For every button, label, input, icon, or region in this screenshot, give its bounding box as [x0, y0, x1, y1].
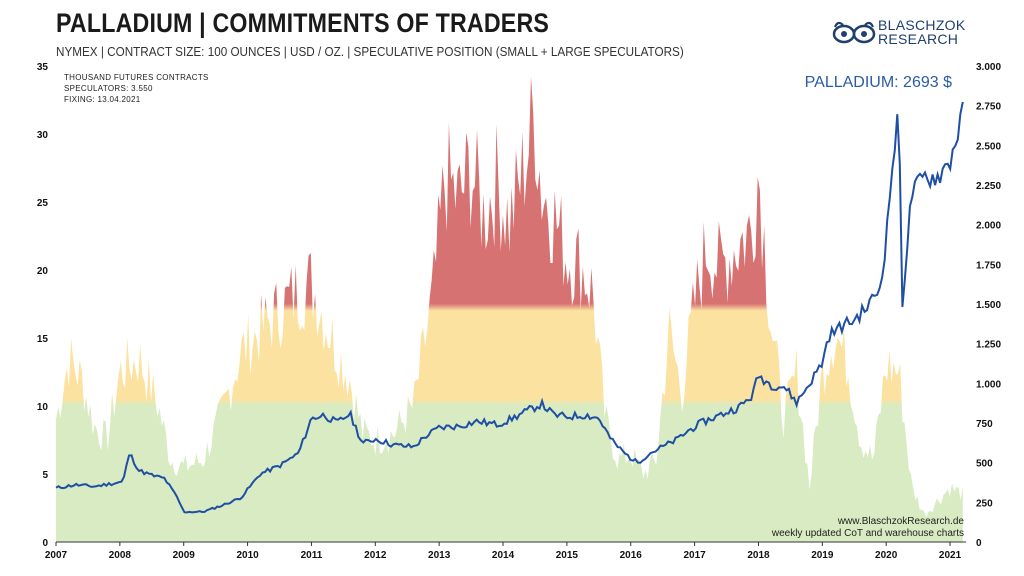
fixing-date: FIXING: 13.04.2021 [64, 95, 141, 104]
x-tick-label: 2007 [45, 550, 68, 561]
y-right-tick-label: 2.250 [976, 181, 1001, 192]
y-right-tick-label: 2.500 [976, 141, 1001, 152]
x-tick-label: 2012 [364, 550, 387, 561]
x-tick-label: 2017 [683, 550, 706, 561]
x-tick-label: 2021 [939, 550, 962, 561]
logo-line-1: BLASCHZOK [878, 17, 966, 33]
y-left-tick-label: 30 [37, 130, 49, 141]
x-tick-label: 2015 [556, 550, 579, 561]
footer-note: weekly updated CoT and warehouse charts [771, 528, 964, 539]
y-left-tick-label: 15 [37, 334, 49, 345]
logo-wordmark: BLASCHZOK RESEARCH [878, 18, 966, 46]
bull-bear-logo-icon [832, 21, 876, 44]
speculators-area [56, 76, 963, 542]
x-tick-label: 2013 [428, 550, 451, 561]
y-right-tick-label: 750 [976, 419, 993, 430]
x-tick-label: 2010 [236, 550, 259, 561]
company-logo: BLASCHZOK RESEARCH [832, 17, 972, 49]
y-right-tick-label: 500 [976, 459, 993, 470]
y-left-tick-label: 20 [37, 266, 49, 277]
y-right-tick-label: 2.000 [976, 221, 1001, 232]
x-tick-label: 2016 [620, 550, 643, 561]
website-label: www.BlaschzokResearch.de [837, 516, 964, 527]
y-left-tick-label: 25 [37, 198, 49, 209]
y-left-tick-label: 5 [42, 470, 48, 481]
x-tick-label: 2008 [109, 550, 132, 561]
chart-title: PALLADIUM | COMMITMENTS OF TRADERS [56, 8, 550, 38]
y-left-tick-label: 0 [42, 538, 48, 549]
chart-info-box: THOUSAND FUTURES CONTRACTS SPECULATORS: … [64, 72, 209, 105]
y-right-tick-label: 3.000 [976, 62, 1001, 73]
x-tick-label: 2020 [875, 550, 898, 561]
y-right-tick-label: 250 [976, 498, 993, 509]
units-label: THOUSAND FUTURES CONTRACTS [64, 73, 209, 82]
price-label: PALLADIUM: 2693 $ [804, 74, 952, 91]
y-right-tick-label: 0 [976, 538, 982, 549]
y-right-tick-label: 2.750 [976, 102, 1001, 113]
y-right-tick-label: 1.250 [976, 340, 1001, 351]
x-tick-label: 2011 [301, 550, 323, 561]
palladium-price-line [55, 101, 964, 514]
y-right-tick-label: 1.500 [976, 300, 1001, 311]
chart-subtitle: NYMEX | CONTRACT SIZE: 100 OUNCES | USD … [56, 44, 684, 59]
y-left-tick-label: 10 [37, 402, 49, 413]
x-tick-label: 2018 [747, 550, 770, 561]
y-right-tick-label: 1.000 [976, 379, 1001, 390]
speculators-value: SPECULATORS: 3.550 [64, 84, 153, 93]
chart-footer: www.BlaschzokResearch.de weekly updated … [772, 516, 964, 540]
y-left-tick-label: 35 [37, 62, 49, 73]
x-tick-label: 2014 [492, 550, 515, 561]
x-tick-label: 2019 [811, 550, 834, 561]
logo-line-2: RESEARCH [878, 31, 959, 47]
x-tick-label: 2009 [173, 550, 196, 561]
y-right-tick-label: 1.750 [976, 260, 1001, 271]
